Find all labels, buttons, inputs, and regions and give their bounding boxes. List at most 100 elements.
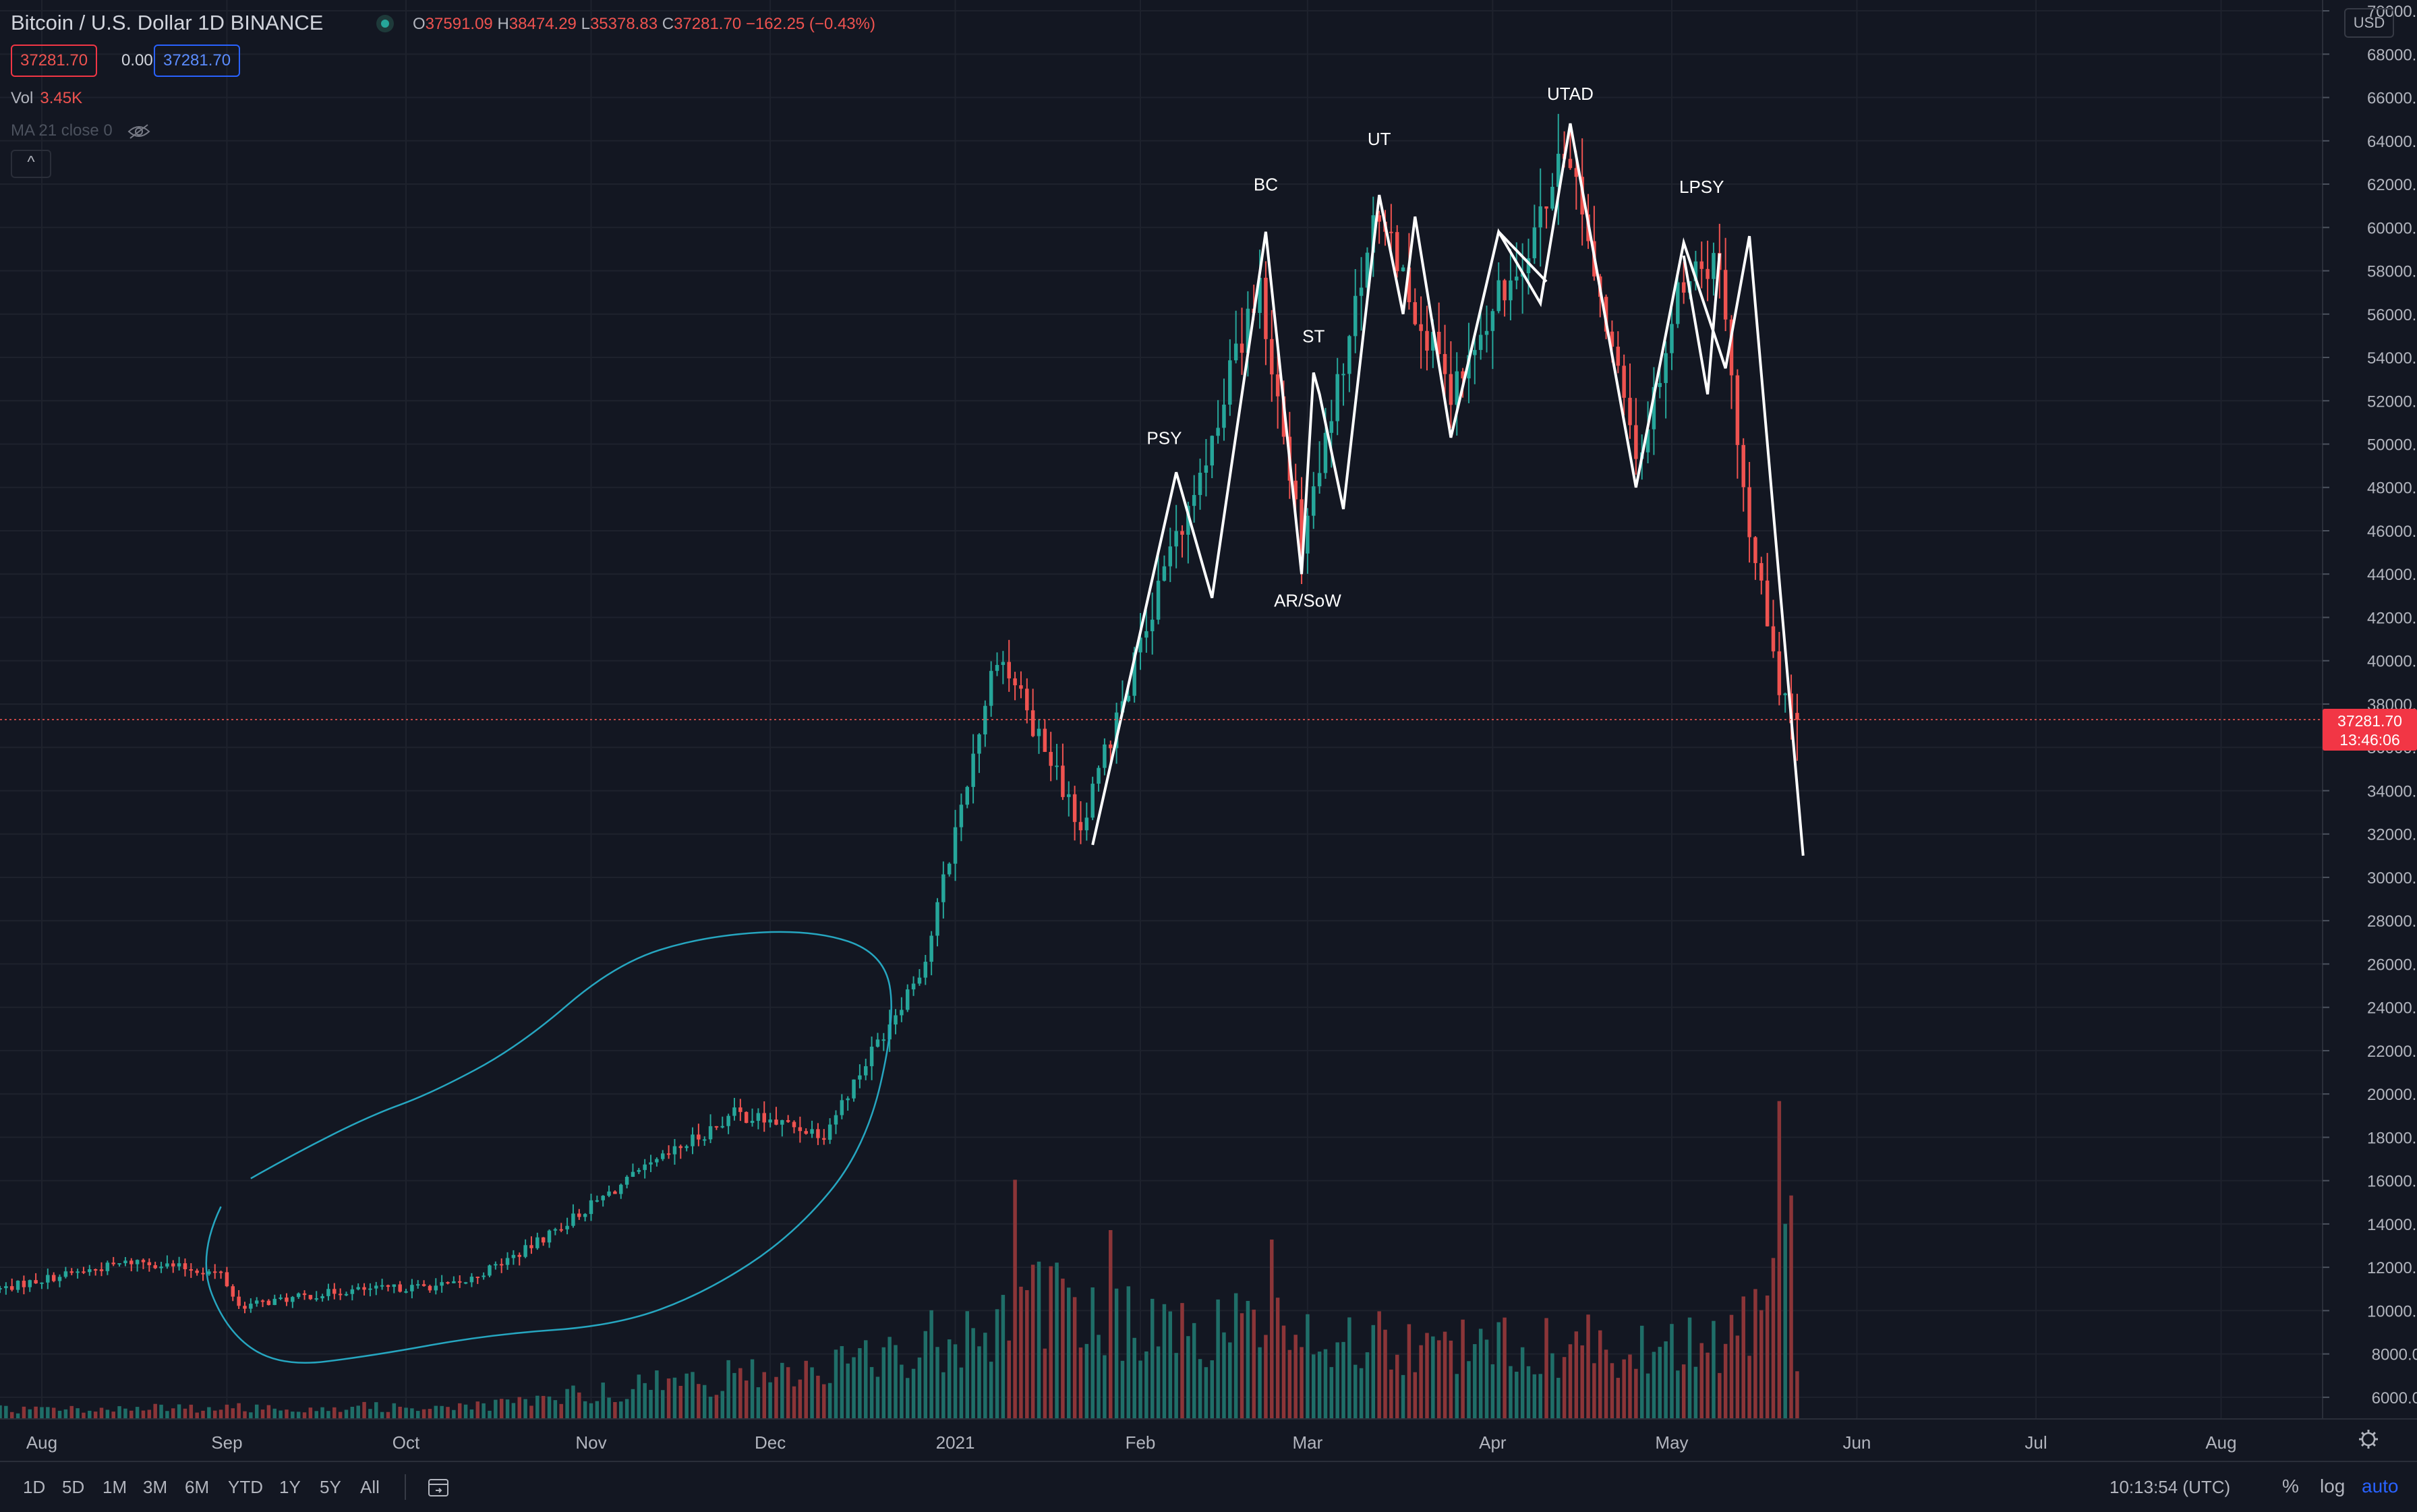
volume-bar (46, 1407, 50, 1419)
volume-bar (1443, 1331, 1447, 1419)
volume-bar (869, 1367, 874, 1419)
candle-body (1103, 744, 1107, 768)
volume-bar (1383, 1329, 1387, 1419)
volume-bar (1174, 1353, 1178, 1419)
candle-body (356, 1287, 360, 1289)
candle-body (702, 1139, 707, 1141)
candle-body (1496, 280, 1501, 312)
candle-body (1258, 277, 1262, 313)
candle-body (260, 1300, 265, 1302)
y-tick-label: 28000.00 (2367, 912, 2417, 931)
range-6m[interactable]: 6M (185, 1477, 210, 1497)
volume-bar (1592, 1363, 1596, 1419)
range-3m[interactable]: 3M (143, 1477, 168, 1497)
range-5y[interactable]: 5Y (320, 1477, 341, 1497)
candle-body (672, 1146, 677, 1155)
candle-body (875, 1039, 880, 1047)
volume-bar (947, 1339, 952, 1419)
collapse-legend-button[interactable]: ^ (11, 150, 51, 178)
range-1d[interactable]: 1D (23, 1477, 46, 1497)
annotation-label: ST (1302, 326, 1324, 347)
candlesticks[interactable] (0, 113, 1799, 1314)
volume-bar (1240, 1313, 1244, 1419)
candle-body (129, 1260, 134, 1264)
volume-bar (1544, 1318, 1548, 1419)
candle-body (678, 1146, 683, 1148)
range-1m[interactable]: 1M (103, 1477, 127, 1497)
volume-bar (1216, 1299, 1220, 1419)
ma-legend[interactable]: MA 21 close 0 (11, 121, 150, 140)
log-scale-toggle[interactable]: log (2320, 1476, 2346, 1496)
candle-body (219, 1271, 223, 1273)
volume-bar (1109, 1230, 1113, 1419)
volume-bar (1634, 1368, 1638, 1419)
last-price-label (2323, 709, 2417, 751)
buy-price-box[interactable]: 37281.70 (154, 45, 241, 77)
volume-bar (589, 1403, 593, 1419)
drawings[interactable]: PSY BC ST AR/SoW UT UTAD LPSY (0, 84, 2323, 1364)
candle-body (1723, 270, 1728, 320)
volume-bar (1097, 1335, 1101, 1419)
volume-bar (1449, 1340, 1453, 1419)
volume-bar (894, 1345, 898, 1419)
candle-body (1192, 494, 1196, 506)
volume-bar (1729, 1314, 1734, 1419)
volume-legend[interactable]: Vol 3.45K (11, 89, 82, 108)
volume-bar (714, 1395, 719, 1419)
volume-bar (834, 1349, 838, 1419)
candle-body (338, 1293, 343, 1296)
volume-bar (320, 1407, 324, 1419)
range-5d[interactable]: 5D (62, 1477, 85, 1497)
hidden-eye-icon[interactable] (127, 123, 150, 140)
range-ytd[interactable]: YTD (228, 1477, 263, 1497)
candle-body (601, 1196, 605, 1200)
volume-bar (356, 1405, 360, 1419)
candle-body (1729, 319, 1734, 376)
y-tick-label: 64000.00 (2367, 133, 2417, 151)
auto-scale-toggle[interactable]: auto (2362, 1476, 2399, 1496)
currency-button[interactable]: USD (2344, 8, 2394, 38)
percent-scale-toggle[interactable]: % (2282, 1476, 2299, 1496)
candle-body (1341, 374, 1345, 376)
candle-body (1013, 678, 1017, 686)
sell-price-box[interactable]: 37281.70 (11, 45, 98, 77)
candle-body (1144, 631, 1148, 638)
candle-body (1550, 187, 1554, 209)
volume-bar (1753, 1289, 1757, 1419)
volume-bar (76, 1408, 80, 1419)
volume-bar (1168, 1311, 1173, 1419)
volume-bar (535, 1395, 540, 1419)
volume-bar (285, 1409, 289, 1419)
candle-body (105, 1262, 110, 1271)
y-tick-label: 62000.00 (2367, 176, 2417, 194)
volume-bar (1371, 1325, 1376, 1419)
y-tick-label: 32000.00 (2367, 826, 2417, 844)
volume-bar (374, 1402, 378, 1419)
candle-body (272, 1298, 277, 1306)
candle-body (494, 1264, 498, 1266)
candle-body (93, 1269, 98, 1271)
volume-bar (756, 1387, 761, 1419)
y-tick-label: 20000.00 (2367, 1086, 2417, 1104)
candle-body (237, 1296, 241, 1306)
volume-bar (1007, 1340, 1011, 1419)
volume-bar (1562, 1357, 1567, 1419)
candle-body (314, 1298, 318, 1300)
range-1y[interactable]: 1Y (279, 1477, 301, 1497)
candle-body (1610, 331, 1614, 347)
volume-bar (529, 1405, 533, 1419)
candle-body (195, 1271, 199, 1273)
candle-body (1681, 282, 1686, 293)
utc-clock[interactable]: 10:13:54 (UTC) (2109, 1477, 2231, 1497)
candle-body (971, 753, 975, 787)
y-tick-label: 14000.00 (2367, 1216, 2417, 1234)
range-all[interactable]: All (360, 1477, 380, 1497)
volume-bar (469, 1409, 474, 1419)
symbol-title[interactable]: Bitcoin / U.S. Dollar 1D BINANCE (11, 11, 324, 34)
volume-bar (1043, 1348, 1047, 1419)
go-to-date-icon[interactable] (426, 1474, 452, 1500)
volume-bar (410, 1408, 414, 1419)
volume-bar (1192, 1322, 1196, 1419)
candle-body (141, 1260, 146, 1262)
